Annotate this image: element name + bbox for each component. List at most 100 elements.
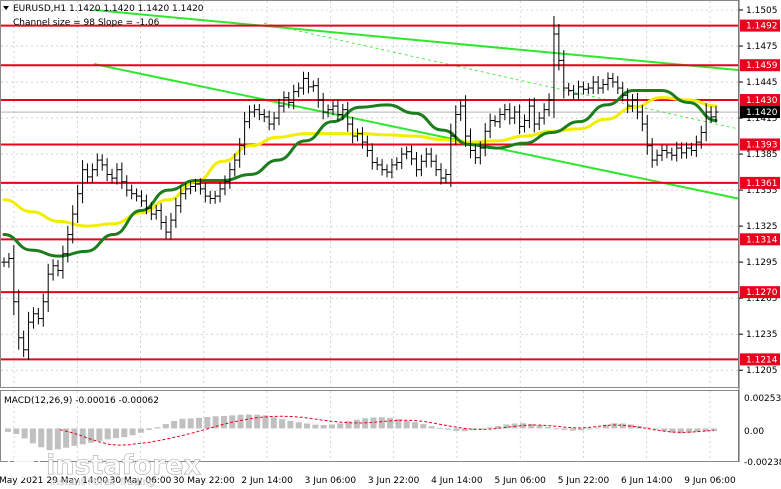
macd-histogram-bar — [162, 424, 169, 429]
macd-histogram-bar — [287, 420, 294, 429]
macd-histogram-bar — [279, 419, 286, 429]
macd-histogram-bar — [5, 428, 11, 432]
y-tick-label: 1.1235 — [746, 330, 778, 340]
level-label: 1.1270 — [746, 288, 778, 298]
macd-histogram-bar — [528, 423, 535, 429]
level-label-box — [740, 233, 780, 246]
macd-panel — [5, 414, 717, 451]
level-label: 1.1361 — [746, 179, 778, 189]
macd-histogram-bar — [121, 428, 128, 438]
macd-histogram-bar — [171, 420, 178, 429]
level-label-box — [740, 138, 780, 151]
macd-histogram-bar — [337, 423, 344, 429]
y-axis-ticks: 1.15051.14751.14451.14151.13851.13551.13… — [739, 6, 778, 376]
header-channel-line: Channel size = 98 Slope = -1.06 — [13, 18, 160, 28]
macd-histogram-bar — [129, 428, 136, 436]
macd-histogram-bar — [304, 423, 311, 429]
x-tick-label: 30 May 22:00 — [173, 476, 235, 486]
macd-histogram-bar — [71, 428, 78, 446]
macd-histogram-bar — [328, 424, 335, 429]
macd-histogram-bar — [88, 428, 95, 443]
macd-histogram-bar — [13, 428, 20, 435]
macd-histogram-bar — [21, 428, 28, 439]
x-tick-label: 28 May 2021 — [0, 476, 43, 486]
macd-histogram-bar — [453, 428, 460, 431]
x-tick-label: 3 Jun 06:00 — [305, 476, 357, 486]
regression-channel — [93, 9, 739, 200]
macd-histogram-bar — [245, 414, 252, 429]
macd-histogram-bar — [112, 428, 119, 439]
macd-histogram-bar — [237, 414, 244, 429]
y-tick-label: 1.1475 — [746, 42, 778, 52]
y-tick-label: 1.1265 — [746, 294, 778, 304]
x-tick-label: 9 Jun 06:00 — [684, 476, 736, 486]
macd-histogram-bar — [694, 428, 701, 433]
watermark-logo-icon — [8, 446, 40, 478]
macd-histogram-bar — [461, 428, 468, 432]
macd-histogram-bar — [312, 424, 319, 429]
macd-histogram-bar — [96, 428, 103, 441]
macd-histogram-bar — [104, 428, 111, 440]
macd-histogram-bar — [204, 417, 211, 429]
macd-histogram-bar — [353, 419, 360, 429]
grid — [1, 1, 738, 461]
macd-histogram-bar — [594, 427, 601, 429]
level-label: 1.1459 — [746, 61, 778, 71]
macd-histogram-bar — [436, 427, 443, 429]
macd-signal-line — [59, 415, 715, 446]
macd-histogram-bar — [677, 428, 684, 434]
watermark: instaforex Instant Forex Trading — [8, 446, 201, 488]
level-label-box — [740, 353, 780, 366]
macd-histogram-bar — [644, 427, 651, 429]
y-tick-label: 1.1415 — [746, 114, 778, 124]
macd-histogram-bar — [220, 416, 227, 429]
macd-tick-top: 0.00253 — [744, 394, 781, 404]
watermark-brand: instaforex — [46, 450, 201, 481]
macd-histogram-bar — [29, 428, 36, 444]
macd-histogram-bar — [378, 417, 385, 429]
channel-middle-line — [263, 22, 739, 130]
macd-histogram-bar — [495, 425, 502, 429]
y-tick-label: 1.1355 — [746, 186, 778, 196]
macd-histogram-bar — [411, 422, 418, 429]
macd-histogram-bar — [519, 423, 526, 429]
macd-histogram-bar — [619, 423, 626, 429]
macd-histogram-bar — [544, 426, 551, 429]
macd-histogram-bar — [486, 427, 493, 429]
macd-histogram-bar — [603, 424, 610, 429]
y-tick-label: 1.1445 — [746, 78, 778, 88]
header-arrow-icon — [3, 6, 9, 10]
header-symbol-line: EURUSD,H1 1.1420 1.1420 1.1420 1.1420 — [13, 4, 204, 14]
macd-histogram-bar — [137, 428, 144, 433]
ma-green-line — [2, 88, 718, 258]
level-labels: 1.1492 1.1459 1.1430 1.1393 1.1361 1.1314 1.12… — [740, 19, 780, 366]
macd-histogram-bar — [652, 428, 659, 430]
macd-histogram-bar — [470, 428, 477, 431]
x-tick-label: 3 Jun 22:00 — [368, 476, 420, 486]
macd-histogram-bar — [362, 418, 369, 429]
watermark-tagline: Instant Forex Trading — [50, 477, 155, 488]
macd-histogram-bar — [79, 428, 86, 445]
x-tick-label: 2 Jun 14:00 — [241, 476, 293, 486]
level-label-box — [740, 19, 780, 32]
current-price-label: 1.1420 — [746, 108, 778, 118]
macd-histogram-bar — [387, 417, 394, 429]
macd-histogram-bar — [569, 428, 576, 431]
level-label-box — [740, 94, 780, 107]
x-tick-label: 4 Jun 14:00 — [431, 476, 483, 486]
macd-histogram-bar — [702, 428, 709, 432]
level-label: 1.1393 — [746, 140, 778, 150]
macd-histogram-bar — [420, 424, 427, 429]
macd-histogram-bar — [146, 428, 153, 430]
y-tick-label: 1.1205 — [746, 366, 778, 376]
macd-histogram-bar — [686, 428, 693, 433]
macd-histogram-bar — [536, 425, 543, 429]
level-label-box — [740, 286, 780, 299]
y-tick-label: 1.1295 — [746, 258, 778, 268]
macd-label: MACD(12,26,9) -0.00016 -0.00062 — [4, 396, 159, 406]
macd-histogram-bar — [553, 428, 560, 430]
level-label: 1.1314 — [746, 235, 778, 245]
macd-histogram-bar — [320, 424, 327, 429]
